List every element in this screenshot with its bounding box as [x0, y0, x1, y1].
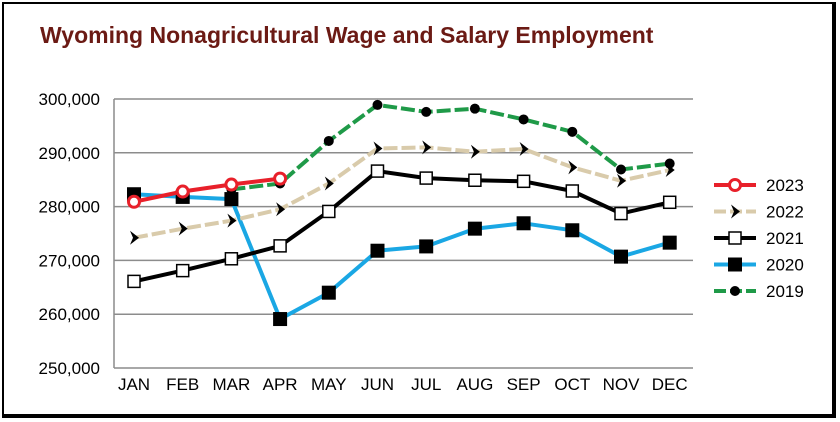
data-point-2021 [419, 171, 433, 185]
data-point-2020 [321, 285, 336, 300]
data-point-2020 [273, 312, 288, 327]
data-point-2021 [614, 206, 628, 221]
data-point-2021 [370, 164, 385, 178]
legend-marker-2022 [731, 204, 740, 219]
data-point-2022 [324, 176, 334, 191]
series-line-2020 [133, 192, 671, 321]
data-point-2019 [616, 164, 626, 175]
x-tick-label: JUN [361, 375, 394, 394]
data-point-2021 [468, 173, 482, 187]
legend-label-2023: 2023 [766, 176, 804, 195]
data-point-2022 [373, 141, 383, 156]
data-point-2020 [662, 235, 677, 250]
y-tick-label: 300,000 [39, 90, 100, 109]
legend-marker-2020 [728, 257, 742, 272]
data-point-2020 [467, 221, 482, 236]
x-tick-label: JUL [411, 375, 441, 394]
data-point-2019 [372, 99, 383, 110]
y-tick-label: 260,000 [39, 305, 100, 324]
x-tick-label: AUG [456, 375, 493, 394]
data-point-2022 [276, 202, 286, 217]
data-point-2022 [665, 163, 675, 178]
x-tick-label: NOV [603, 375, 641, 394]
legend-marker-2019 [730, 286, 740, 296]
data-point-2020 [224, 192, 239, 207]
data-point-2023 [175, 184, 190, 199]
data-point-2020 [565, 223, 580, 238]
legend-label-2022: 2022 [766, 203, 804, 222]
data-point-2021 [273, 239, 287, 253]
data-point-2022 [470, 144, 480, 159]
data-point-2023 [224, 177, 239, 192]
legend-marker-2023 [728, 178, 742, 192]
y-tick-label: 280,000 [39, 198, 100, 217]
data-point-2019 [567, 126, 578, 137]
chart-frame [2, 2, 836, 418]
data-point-2019 [421, 106, 432, 117]
data-point-2020 [419, 239, 434, 254]
data-point-2020 [614, 249, 628, 264]
x-tick-label: OCT [554, 375, 590, 394]
data-point-2022 [178, 221, 188, 236]
data-point-2023 [273, 171, 288, 186]
x-tick-label: SEP [507, 375, 541, 394]
data-point-2022 [519, 142, 529, 157]
chart-title: Wyoming Nonagricultural Wage and Salary … [40, 22, 654, 48]
legend-label-2021: 2021 [766, 229, 804, 248]
data-point-2021 [127, 274, 141, 289]
x-tick-label: MAY [311, 375, 347, 394]
data-point-2022 [568, 160, 578, 175]
data-point-2019 [323, 135, 334, 146]
y-tick-label: 270,000 [39, 251, 100, 270]
data-point-2020 [516, 216, 531, 231]
series-line-2022 [133, 145, 671, 240]
data-point-2022 [227, 213, 237, 228]
series-line-2019 [231, 102, 670, 192]
legend-label-2019: 2019 [766, 282, 804, 301]
data-point-2019 [518, 114, 529, 125]
data-point-2022 [422, 140, 432, 155]
x-tick-label: JAN [118, 375, 150, 394]
data-point-2021 [322, 204, 336, 219]
data-point-2022 [130, 230, 139, 245]
x-tick-label: APR [263, 375, 298, 394]
data-point-2021 [175, 263, 190, 278]
data-point-2021 [516, 174, 531, 189]
data-point-2020 [370, 243, 385, 258]
data-point-2021 [662, 195, 677, 210]
legend-label-2020: 2020 [766, 256, 804, 275]
data-point-2019 [469, 103, 480, 114]
data-point-2021 [565, 184, 580, 198]
x-tick-label: MAR [213, 375, 251, 394]
data-point-2021 [224, 252, 239, 266]
series-line-2023 [133, 176, 281, 204]
y-tick-label: 290,000 [39, 144, 100, 163]
y-tick-label: 250,000 [39, 359, 100, 378]
x-tick-label: DEC [652, 375, 688, 394]
series-line-2021 [133, 169, 671, 284]
data-point-2023 [127, 194, 141, 209]
legend-marker-2021 [728, 231, 742, 245]
data-point-2022 [617, 173, 626, 188]
x-tick-label: FEB [166, 375, 199, 394]
